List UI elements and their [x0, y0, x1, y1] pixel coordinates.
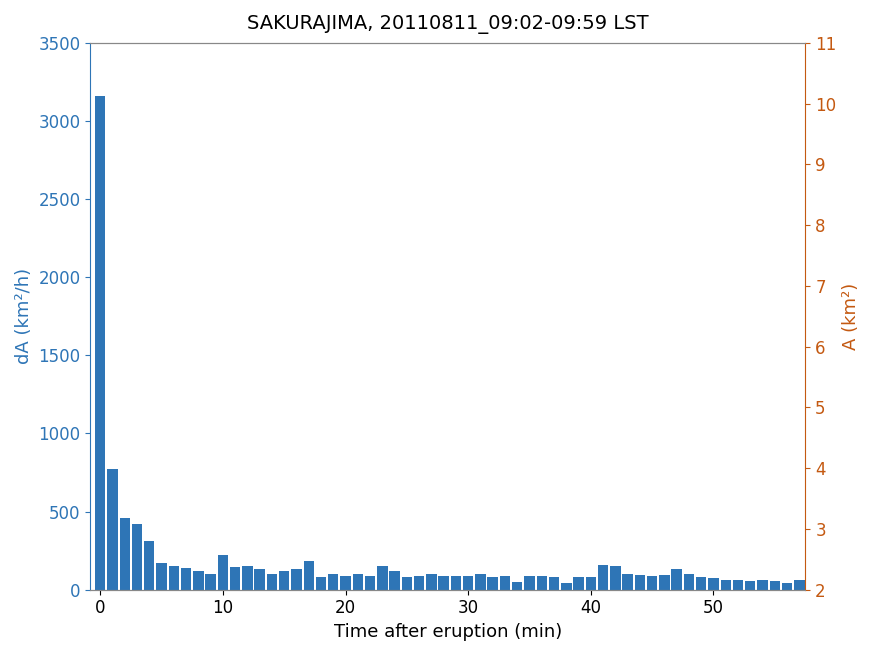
Bar: [206, 574, 216, 590]
Bar: [144, 541, 155, 590]
Bar: [708, 578, 718, 590]
Bar: [659, 575, 669, 590]
Bar: [475, 574, 486, 590]
Bar: [108, 470, 118, 590]
Bar: [720, 579, 731, 590]
Bar: [120, 518, 130, 590]
X-axis label: Time after eruption (min): Time after eruption (min): [333, 623, 562, 641]
Bar: [304, 561, 314, 590]
Bar: [549, 577, 559, 590]
Bar: [316, 577, 326, 590]
Bar: [255, 569, 265, 590]
Bar: [524, 577, 535, 590]
Bar: [622, 574, 633, 590]
Bar: [782, 583, 792, 590]
Bar: [512, 582, 522, 590]
Bar: [610, 566, 620, 590]
Bar: [365, 576, 375, 590]
Bar: [426, 574, 437, 590]
Bar: [267, 574, 277, 590]
Bar: [683, 574, 694, 590]
Bar: [218, 556, 228, 590]
Bar: [671, 569, 682, 590]
Bar: [242, 566, 253, 590]
Bar: [732, 579, 743, 590]
Bar: [279, 571, 290, 590]
Bar: [463, 576, 473, 590]
Bar: [389, 571, 400, 590]
Bar: [414, 576, 424, 590]
Bar: [451, 577, 461, 590]
Bar: [132, 524, 143, 590]
Bar: [181, 568, 192, 590]
Bar: [291, 569, 302, 590]
Bar: [696, 577, 706, 590]
Bar: [746, 581, 755, 590]
Bar: [438, 576, 449, 590]
Bar: [598, 565, 608, 590]
Y-axis label: A (km²): A (km²): [842, 283, 860, 350]
Bar: [230, 567, 241, 590]
Bar: [647, 577, 657, 590]
Y-axis label: dA (km²/h): dA (km²/h): [15, 268, 33, 364]
Bar: [500, 576, 510, 590]
Bar: [169, 566, 179, 590]
Bar: [634, 575, 645, 590]
Bar: [536, 576, 547, 590]
Bar: [487, 577, 498, 590]
Bar: [157, 563, 167, 590]
Bar: [402, 577, 412, 590]
Bar: [193, 571, 204, 590]
Bar: [561, 583, 571, 590]
Bar: [95, 96, 105, 590]
Bar: [377, 566, 388, 590]
Bar: [340, 576, 351, 590]
Bar: [353, 574, 363, 590]
Bar: [585, 577, 596, 590]
Bar: [758, 579, 767, 590]
Bar: [770, 581, 780, 590]
Bar: [573, 577, 584, 590]
Bar: [794, 579, 804, 590]
Bar: [328, 574, 339, 590]
Title: SAKURAJIMA, 20110811_09:02-09:59 LST: SAKURAJIMA, 20110811_09:02-09:59 LST: [247, 15, 648, 34]
